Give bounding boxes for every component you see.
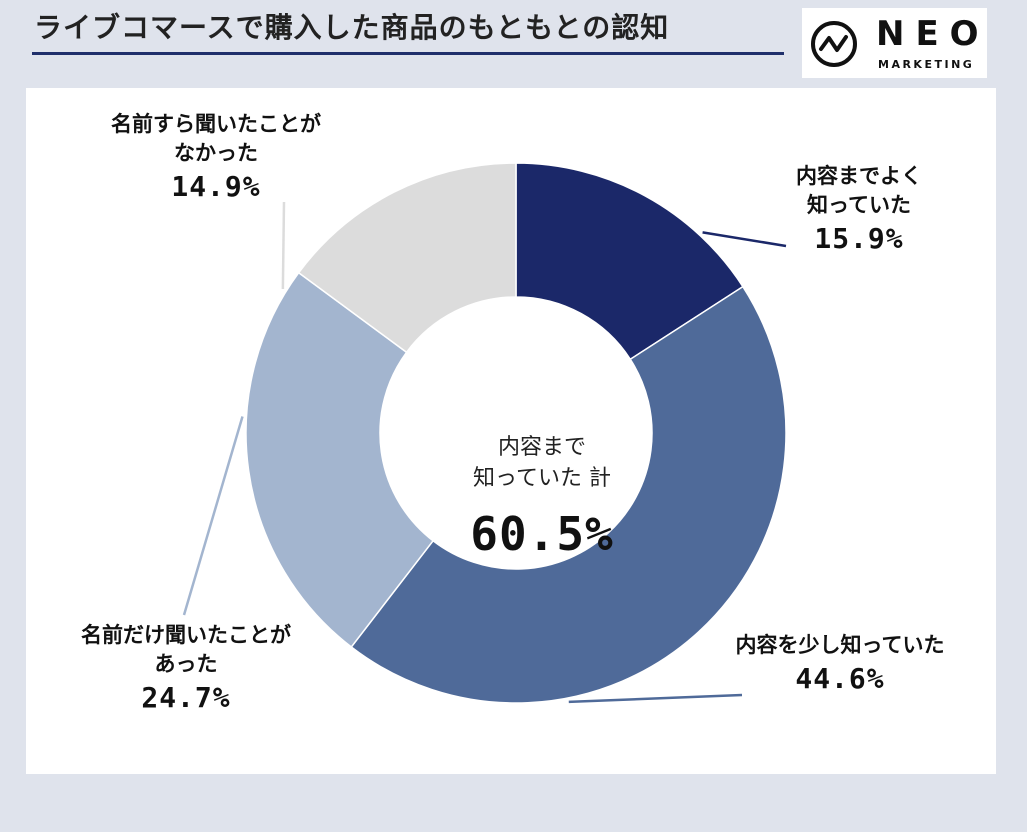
logo-subtext: MARKETING <box>878 58 975 71</box>
zigzag-circle-icon <box>811 21 857 67</box>
slice-label-value: 24.7% <box>141 681 231 714</box>
slice-label-name-line: 内容までよく <box>796 164 922 188</box>
slice-label-value: 14.9% <box>171 170 261 203</box>
donut-slice-somewhat-known <box>350 285 787 704</box>
slice-label-name-line: 内容を少し知っていた <box>735 633 945 657</box>
slice-label-name-line: 名前すら聞いたことが <box>111 112 321 136</box>
leader-line-name-only <box>182 416 244 616</box>
center-label-line-1: 内容まで <box>497 435 586 460</box>
slice-label-never-heard: 名前すら聞いたことが なかった 14.9% <box>84 110 348 206</box>
leader-line-well-known <box>702 231 787 248</box>
donut-slice-never-heard <box>297 162 517 354</box>
slice-label-name-line: 知っていた <box>807 193 911 217</box>
slice-label-value: 44.6% <box>795 662 885 695</box>
donut-slice-well-known <box>515 162 744 361</box>
center-label-line-2: 知っていた 計 <box>473 466 611 491</box>
chart-panel: 内容まで 知っていた 計 60.5% 内容までよく 知っていた 15.9% 内容… <box>26 88 996 774</box>
slice-label-value: 15.9% <box>814 222 904 255</box>
title-underline <box>32 52 784 55</box>
center-summary: 内容まで 知っていた 計 60.5% <box>437 432 647 564</box>
slice-label-name-only: 名前だけ聞いたことが あった 24.7% <box>54 621 318 717</box>
donut-slice-name-only <box>245 271 435 649</box>
donut-chart <box>182 162 787 704</box>
slice-label-well-known: 内容までよく 知っていた 15.9% <box>759 162 959 258</box>
leader-line-never-heard <box>281 201 286 290</box>
slice-label-somewhat-known: 内容を少し知っていた 44.6% <box>710 631 970 698</box>
slice-label-name-line: あった <box>154 652 218 676</box>
slice-label-name-line: なかった <box>174 141 258 165</box>
slice-label-name-line: 名前だけ聞いたことが <box>81 623 291 647</box>
center-total-value: 60.5% <box>470 507 614 561</box>
page-title: ライブコマースで購入した商品のもともとの認知 <box>34 11 670 44</box>
neo-marketing-logo: NEO MARKETING <box>802 8 987 78</box>
logo-wordmark: NEO <box>876 14 990 54</box>
leader-line-somewhat-known <box>568 693 743 704</box>
